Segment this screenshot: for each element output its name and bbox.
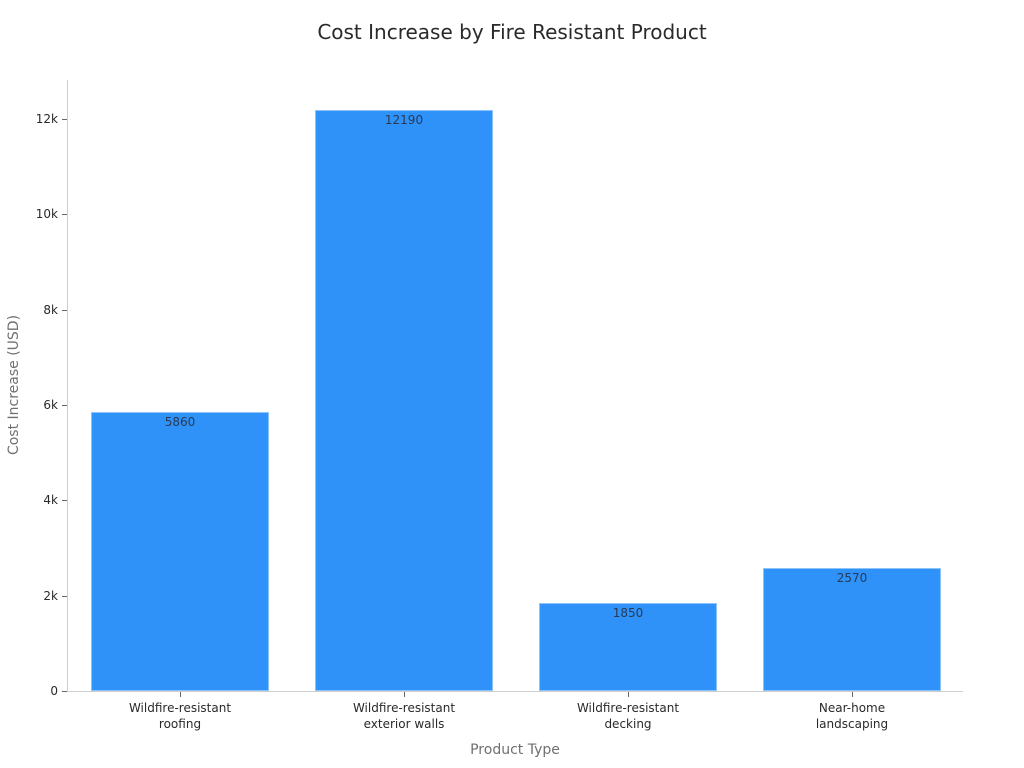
y-tick-label: 12k xyxy=(35,112,58,126)
y-tick-mark xyxy=(62,691,67,692)
bar-value-label: 2570 xyxy=(836,571,868,586)
y-tick-label: 0 xyxy=(50,684,58,698)
x-tick-mark xyxy=(628,692,629,697)
y-tick-label: 6k xyxy=(43,398,58,412)
y-tick-label: 10k xyxy=(35,207,58,222)
y-tick: 4k xyxy=(0,493,67,514)
bar[interactable]: 2570 xyxy=(763,568,941,691)
y-tick-mark xyxy=(62,119,67,120)
y-axis-label: Cost Increase (USD) xyxy=(6,314,22,456)
x-tick-label: Wildfire-resistant exterior walls xyxy=(352,701,456,731)
x-tick-label: Wildfire-resistant roofing xyxy=(128,701,232,731)
x-tick-mark xyxy=(404,692,405,697)
chart-title: Cost Increase by Fire Resistant Product xyxy=(317,20,707,44)
bar-value-label: 1850 xyxy=(612,605,644,620)
x-tick-label: Near-home landscaping xyxy=(815,701,889,731)
x-axis-label: Product Type xyxy=(470,742,560,758)
y-tick-label: 2k xyxy=(43,588,58,603)
x-axis-line xyxy=(67,691,963,692)
y-tick: 12k xyxy=(0,112,67,133)
y-tick: 0 xyxy=(0,684,67,705)
y-tick: 6k xyxy=(0,398,67,419)
y-tick-mark xyxy=(62,595,67,597)
bar[interactable]: 1850 xyxy=(539,602,717,691)
y-tick: 10k xyxy=(0,207,67,228)
y-axis-line xyxy=(67,80,68,692)
x-tick-mark xyxy=(180,692,181,697)
y-tick-mark xyxy=(62,214,67,216)
bar-value-label: 12190 xyxy=(384,112,424,127)
y-tick-label: 8k xyxy=(43,302,58,317)
x-tick-mark xyxy=(852,692,853,697)
bar-value-label: 5860 xyxy=(164,414,196,429)
y-tick-mark xyxy=(62,500,67,502)
bar[interactable]: 12190 xyxy=(315,109,493,691)
y-tick-mark xyxy=(62,309,67,311)
y-tick: 2k xyxy=(0,589,67,610)
x-tick-label: Wildfire-resistant decking xyxy=(576,701,680,731)
y-tick: 8k xyxy=(0,303,67,324)
y-tick-mark xyxy=(62,405,67,406)
bar[interactable]: 5860 xyxy=(91,411,269,691)
y-tick-label: 4k xyxy=(43,493,58,508)
